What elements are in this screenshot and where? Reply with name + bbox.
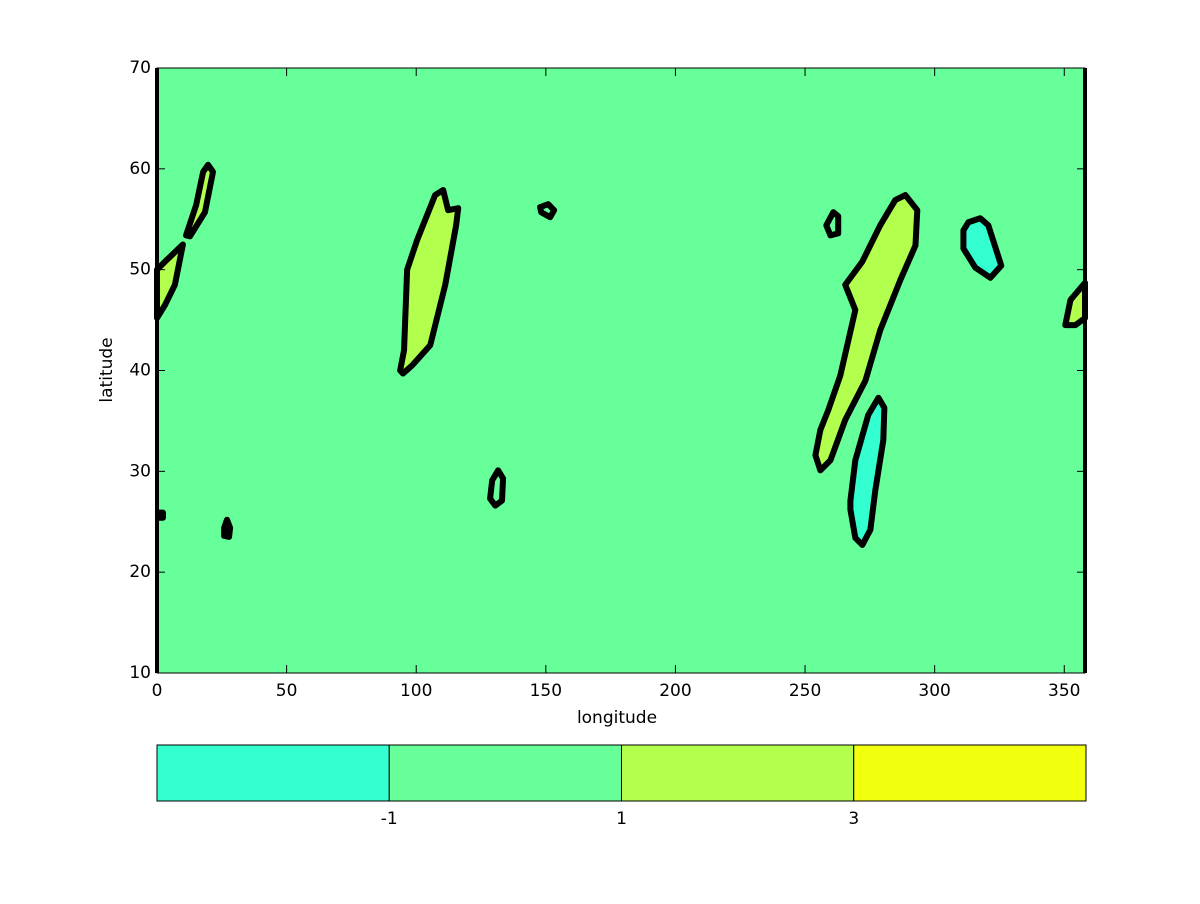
- colorbar-swatch: [853, 744, 1087, 802]
- colorbar-swatch: [156, 744, 390, 802]
- y-tick-label: 60: [129, 159, 151, 179]
- x-tick-label: 50: [276, 681, 298, 701]
- x-tick-label: 250: [789, 681, 821, 701]
- y-tick-label: 10: [129, 663, 151, 683]
- x-tick-label: 100: [400, 681, 432, 701]
- colorbar-tick-label: 3: [848, 809, 859, 829]
- y-tick-label: 50: [129, 260, 151, 280]
- x-axis-label: longitude: [577, 708, 657, 728]
- y-tick-label: 30: [129, 461, 151, 481]
- colorbar-tick-label: -1: [381, 809, 398, 829]
- contour-region: [537, 201, 558, 221]
- y-tick-label: 40: [129, 361, 151, 381]
- contour-region: [847, 394, 888, 548]
- y-tick-label: 20: [129, 562, 151, 582]
- x-tick-label: 200: [659, 681, 691, 701]
- x-tick-label: 0: [152, 681, 163, 701]
- y-axis-label: latitude: [97, 337, 117, 402]
- colorbar-swatch: [621, 744, 855, 802]
- plot-background: [157, 68, 1085, 673]
- contour-region: [487, 467, 507, 509]
- colorbar-tick-label: 1: [616, 809, 627, 829]
- x-tick-label: 150: [530, 681, 562, 701]
- y-tick-label: 70: [129, 58, 151, 78]
- contour-region: [183, 161, 216, 240]
- contour-region: [960, 215, 1005, 281]
- contour-region: [812, 192, 921, 474]
- contour-region: [397, 187, 462, 377]
- colorbar-swatch: [388, 744, 622, 802]
- x-tick-label: 300: [918, 681, 950, 701]
- x-tick-label: 350: [1048, 681, 1080, 701]
- contour-region: [823, 209, 842, 239]
- contour-region: [221, 516, 234, 540]
